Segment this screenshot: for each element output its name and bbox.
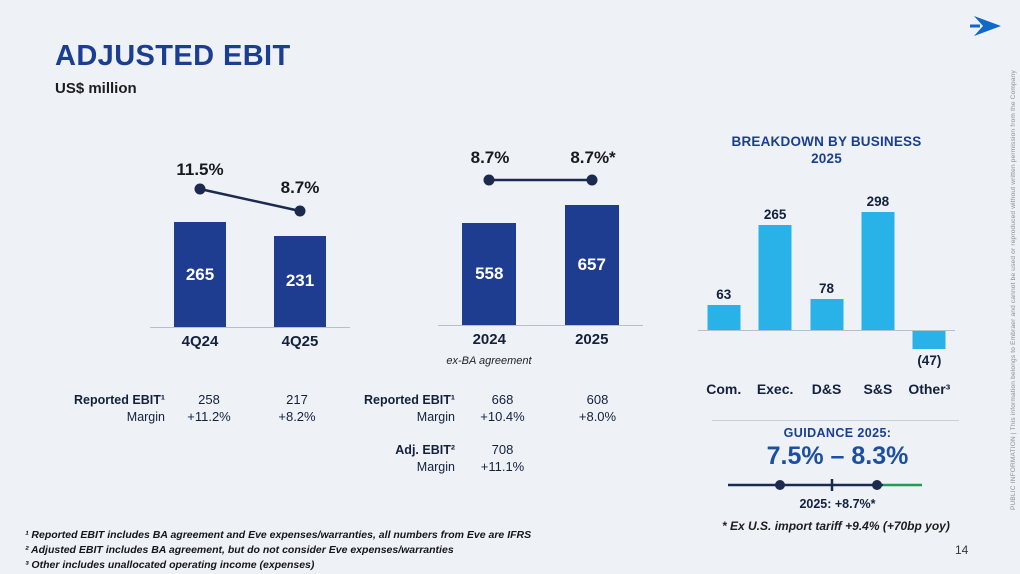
cell-value: 608	[586, 392, 609, 407]
bar-rect: 231	[274, 235, 326, 327]
category-label: Other³	[908, 381, 951, 397]
embraer-logo-icon	[970, 16, 1001, 36]
category-label: S&S	[863, 381, 893, 397]
bar-rect: 558	[462, 223, 517, 325]
bar-value-label: 78	[819, 281, 835, 297]
table-row: Reported EBIT¹ 668 608	[350, 392, 645, 409]
margin-label-2025: 8.7%*	[570, 148, 616, 167]
guidance-range: 7.5% – 8.3%	[766, 442, 909, 470]
quarterly-ebit-table: Reported EBIT¹ 258 217 Margin +11.2% +8.…	[55, 392, 341, 426]
bar-rect: 265	[174, 222, 226, 327]
table-row: Adj. EBIT² 708	[350, 442, 645, 459]
bar-rect	[707, 305, 741, 330]
guidance-label: GUIDANCE 2025:	[783, 426, 892, 440]
table-row: Margin +11.2% +8.2%	[55, 409, 341, 426]
bar-other-: (47)	[904, 212, 955, 368]
row-sublabel: Margin	[126, 410, 165, 424]
category-label: 4Q24	[181, 333, 219, 350]
bar-d-s: 78	[801, 212, 852, 330]
table-row: Reported EBIT¹ 258 217	[55, 392, 341, 409]
bar-rect	[912, 330, 946, 349]
bar-rect: 657	[564, 205, 619, 325]
bar-value-label: 231	[285, 271, 315, 291]
bar-rect	[810, 299, 844, 330]
cell-value: 217	[286, 392, 308, 407]
cell-margin: +8.0%	[578, 409, 617, 424]
bar-value-label: 265	[763, 207, 787, 223]
category-label: 2025	[575, 331, 609, 348]
bar-exec-: 265	[749, 207, 800, 330]
guidance-range-slider-icon	[728, 479, 922, 491]
breakdown-category-labels: Com. Exec. D&S S&S Other³	[698, 381, 955, 397]
category-label: 4Q25	[281, 333, 319, 350]
cell-margin: +10.4%	[480, 409, 525, 424]
cell-margin: +8.2%	[278, 409, 316, 424]
guidance-divider	[712, 420, 959, 421]
annual-ebit-bars: 558 657	[438, 205, 643, 325]
category-label: Exec.	[756, 381, 794, 397]
bar-value-label: 265	[185, 264, 215, 284]
table-row: Margin +11.1%	[350, 459, 645, 476]
row-label: Reported EBIT¹	[74, 393, 165, 407]
confidentiality-sidebar-text: PUBLIC INFORMATION | This information be…	[1010, 70, 1017, 510]
quarterly-ebit-bars: 265 231	[150, 222, 350, 327]
margin-label-4q25: 8.7%	[280, 178, 320, 197]
footnote-3: ³ Other includes unallocated operating i…	[25, 559, 315, 571]
footnote-2: ² Adjusted EBIT includes BA agreement, b…	[25, 544, 454, 556]
bar-rect	[861, 212, 895, 330]
bar-s-s: 298	[852, 194, 903, 330]
cell-value: 668	[491, 392, 514, 407]
bar-4q25: 231	[250, 222, 350, 327]
bar-value-label: 63	[716, 287, 732, 303]
guidance-block: GUIDANCE 2025: 7.5% – 8.3% 2025: +8.7%*	[720, 426, 955, 511]
ex-ba-agreement-note: ex-BA agreement	[446, 355, 532, 367]
margin-label-2024: 8.7%	[470, 148, 510, 167]
footnotes: ¹ Reported EBIT includes BA agreement an…	[25, 528, 531, 573]
category-label: Com.	[706, 381, 742, 397]
breakdown-title: BREAKDOWN BY BUSINESS 2025	[731, 134, 922, 166]
table-row: Margin +10.4% +8.0%	[350, 409, 645, 426]
axis-baseline	[150, 327, 350, 328]
tariff-footnote: * Ex U.S. import tariff +9.4% (+70bp yoy…	[722, 519, 950, 533]
bar-com-: 63	[698, 212, 749, 330]
row-label: Adj. EBIT²	[395, 443, 455, 457]
footnote-1: ¹ Reported EBIT includes BA agreement an…	[25, 529, 532, 541]
axis-baseline	[698, 330, 955, 331]
annual-ebit-table: Reported EBIT¹ 668 608 Margin +10.4% +8.…	[350, 392, 645, 476]
bar-rect	[758, 225, 792, 330]
annual-ebit-chart: 8.7% 8.7%* 558 657 2024 2025 ex-BA agreeme…	[438, 148, 643, 388]
quarterly-category-labels: 4Q24 4Q25	[150, 333, 350, 350]
bar-2025: 657	[541, 205, 644, 325]
page-title: ADJUSTED EBIT	[55, 40, 291, 72]
row-sublabel: Margin	[416, 460, 455, 474]
bar-value-label: 657	[577, 255, 606, 275]
bar-4q24: 265	[150, 222, 250, 327]
bar-value-label: (47)	[917, 352, 942, 368]
annual-category-labels: 2024 2025	[438, 331, 643, 348]
quarterly-ebit-chart: 11.5% 8.7% 265 231 4Q24 4Q25	[150, 160, 350, 390]
bar-value-label: 558	[475, 264, 504, 284]
page-subtitle: US$ million	[55, 80, 137, 97]
cell-margin: +11.2%	[187, 409, 231, 424]
margin-trend-line-icon	[483, 174, 598, 186]
category-label: D&S	[811, 381, 842, 397]
page-number: 14	[955, 543, 969, 557]
row-sublabel: Margin	[416, 410, 455, 424]
axis-baseline	[438, 325, 643, 326]
breakdown-by-business-chart: BREAKDOWN BY BUSINESS 2025 63 265 78 298 (47…	[698, 133, 955, 403]
breakdown-bars: 63 265 78 298 (47)	[698, 194, 955, 368]
bar-value-label: 298	[866, 194, 890, 209]
margin-trend-line-icon	[194, 183, 306, 217]
cell-value: 708	[491, 442, 514, 457]
guidance-actual: 2025: +8.7%*	[799, 497, 876, 511]
margin-label-4q24: 11.5%	[176, 160, 224, 179]
category-label: 2024	[472, 331, 506, 348]
row-label: Reported EBIT¹	[364, 393, 455, 407]
bar-2024: 558	[438, 205, 541, 325]
cell-margin: +11.1%	[480, 459, 525, 474]
cell-value: 258	[198, 392, 220, 407]
